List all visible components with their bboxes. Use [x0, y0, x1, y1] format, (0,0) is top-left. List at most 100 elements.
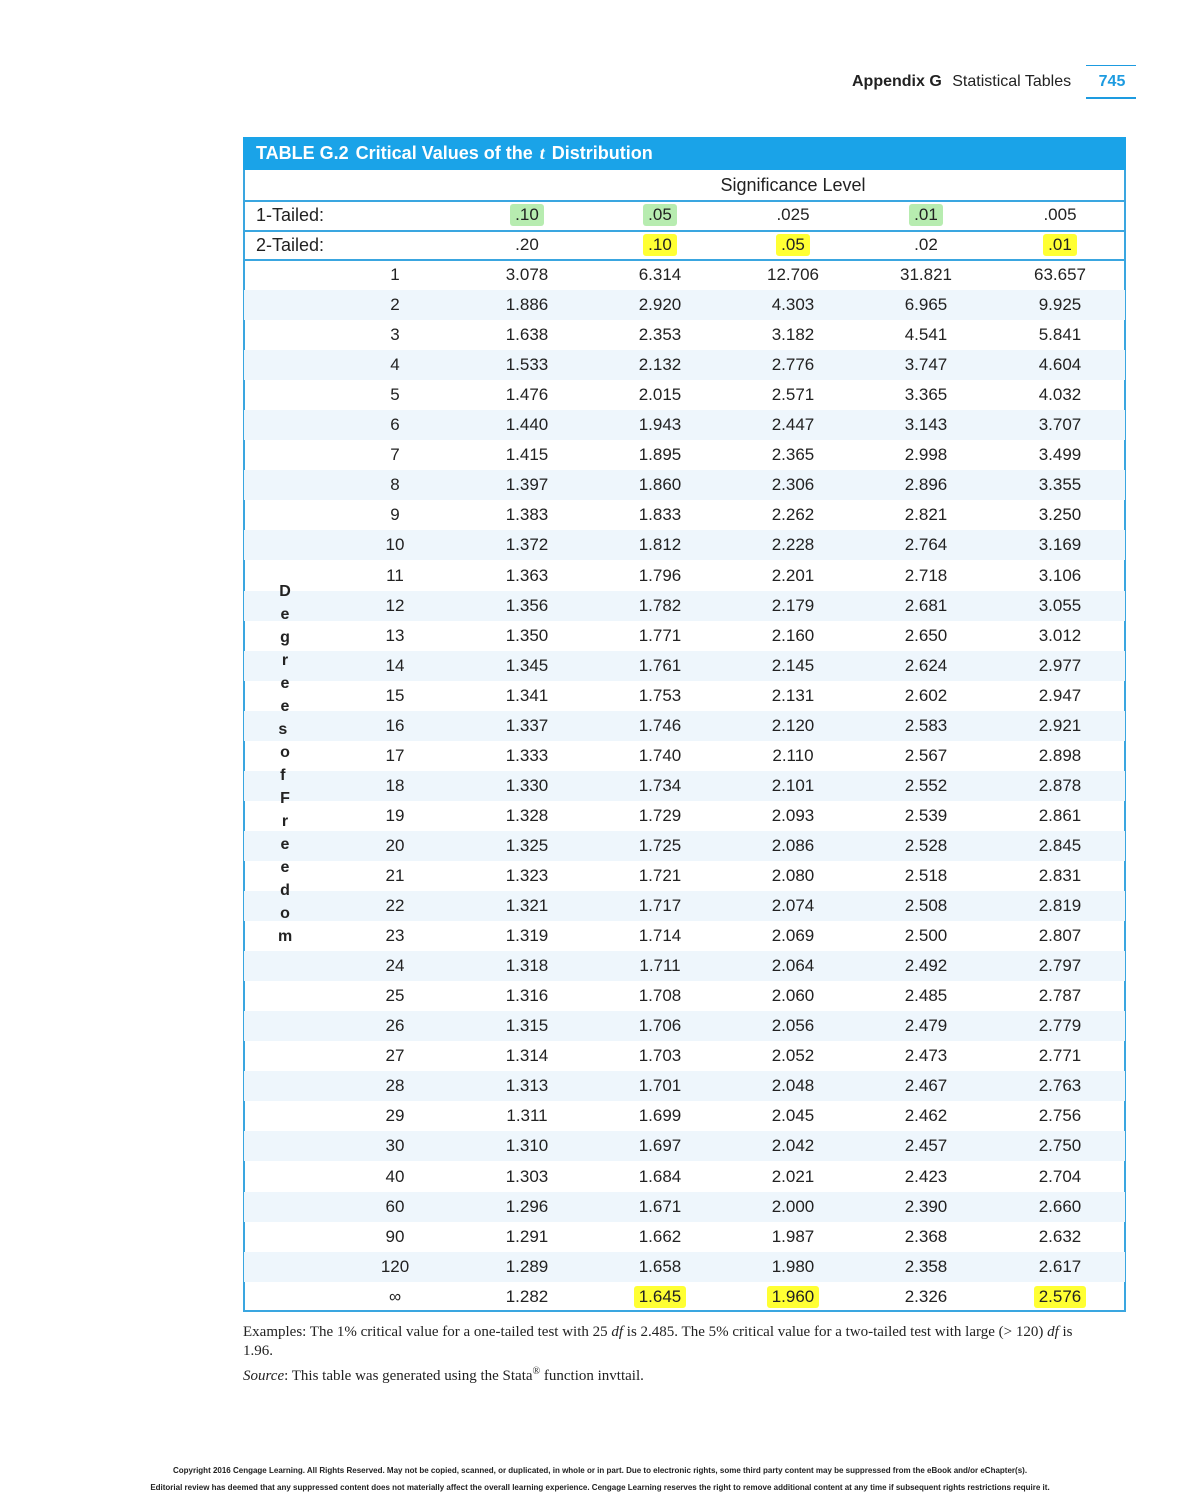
critical-value: 1.721: [638, 866, 682, 885]
value-cell: 2.617: [995, 1252, 1125, 1282]
df-value: ∞: [388, 1286, 402, 1306]
df-cell: 90: [330, 1222, 460, 1252]
critical-value: 2.086: [771, 835, 815, 855]
df-value: 1: [390, 265, 400, 284]
level-label: .02: [914, 235, 938, 254]
critical-value: 1.886: [505, 295, 549, 315]
row-shade: [244, 891, 1125, 922]
value-cell: 1.721: [595, 861, 725, 891]
value-cell: 2.819: [995, 891, 1125, 921]
value-cell: 2.069: [728, 921, 858, 951]
critical-value: 2.056: [771, 1016, 815, 1036]
critical-value: 3.078: [505, 265, 549, 284]
value-cell: 1.895: [595, 440, 725, 470]
value-cell: 2.042: [728, 1131, 858, 1161]
critical-value: 2.015: [638, 385, 682, 405]
value-cell: 4.604: [995, 350, 1125, 380]
df-cell: 18: [330, 771, 460, 801]
df-value: 10: [385, 535, 405, 555]
copyright-line: Editorial review has deemed that any sup…: [150, 1483, 1050, 1492]
tail-label: 1-Tailed:: [256, 205, 325, 225]
value-cell: 2.771: [995, 1041, 1125, 1071]
critical-value: 2.326: [904, 1286, 948, 1306]
note-part: Examples:: [243, 1324, 307, 1340]
value-cell: 2.787: [995, 981, 1125, 1011]
value-cell: 1.684: [595, 1162, 725, 1192]
value-cell: 1.753: [595, 681, 725, 711]
critical-value: 2.756: [1038, 1106, 1082, 1126]
df-value: 17: [385, 745, 405, 765]
rule: [243, 200, 1126, 202]
rule: [243, 230, 1126, 232]
row-shade: [244, 1011, 1125, 1042]
title-part: t: [539, 143, 545, 163]
critical-value: 6.314: [638, 265, 682, 284]
critical-value: 2.528: [904, 835, 948, 855]
level-cell: .01: [995, 230, 1125, 260]
df-cell: 25: [330, 981, 460, 1011]
critical-value: 1.725: [638, 835, 682, 855]
critical-value: 2.898: [1038, 745, 1082, 765]
critical-value: 3.012: [1038, 625, 1082, 645]
value-cell: 1.314: [462, 1041, 592, 1071]
critical-value: 1.717: [638, 896, 682, 916]
critical-value: 3.169: [1038, 535, 1082, 555]
critical-value: 2.650: [904, 625, 948, 645]
df-value: 15: [385, 685, 405, 705]
df-value: 19: [385, 805, 405, 825]
critical-value: 2.145: [771, 655, 815, 675]
critical-value: 1.706: [638, 1016, 682, 1036]
critical-value: 1.662: [638, 1226, 682, 1246]
critical-value: 2.819: [1038, 896, 1082, 916]
critical-value: 1.658: [638, 1256, 682, 1276]
value-cell: 2.110: [728, 741, 858, 771]
appendix-title: Statistical Tables: [952, 73, 1072, 90]
value-cell: 12.706: [728, 260, 858, 290]
critical-value: 2.228: [771, 535, 815, 555]
critical-value: 2.764: [904, 535, 948, 555]
df-value: 28: [385, 1076, 405, 1096]
critical-value: 1.697: [638, 1136, 682, 1156]
tail-label: 2-Tailed:: [256, 235, 325, 255]
critical-value: 1.296: [505, 1196, 549, 1216]
critical-value: 1.356: [505, 595, 549, 615]
value-cell: 2.473: [861, 1041, 991, 1071]
critical-value: 2.485: [904, 986, 948, 1006]
critical-value: 2.660: [1038, 1196, 1082, 1216]
critical-value: 1.316: [505, 986, 549, 1006]
value-cell: 2.467: [861, 1071, 991, 1101]
df-value: 7: [390, 445, 400, 465]
critical-value: 2.132: [638, 355, 682, 375]
critical-value: 2.457: [904, 1136, 948, 1156]
critical-value: 2.779: [1038, 1016, 1082, 1036]
value-cell: 1.706: [595, 1011, 725, 1041]
value-cell: 2.763: [995, 1071, 1125, 1101]
page-number: 745: [1098, 73, 1126, 90]
value-cell: 2.998: [861, 440, 991, 470]
value-cell: 2.861: [995, 801, 1125, 831]
value-cell: 31.821: [861, 260, 991, 290]
critical-value: 1.330: [505, 775, 549, 795]
value-cell: 1.782: [595, 591, 725, 621]
df-cell: 30: [330, 1131, 460, 1161]
critical-value: 2.368: [904, 1226, 948, 1246]
value-cell: 2.921: [995, 711, 1125, 741]
value-cell: 2.920: [595, 290, 725, 320]
critical-value: 2.681: [904, 595, 948, 615]
critical-value: 1.812: [638, 535, 682, 555]
df-cell: 22: [330, 891, 460, 921]
row-shade: [244, 1191, 1125, 1222]
value-cell: 1.746: [595, 711, 725, 741]
value-cell: 2.201: [728, 561, 858, 591]
critical-value: 1.303: [505, 1166, 549, 1186]
value-cell: 2.539: [861, 801, 991, 831]
level-label: .10: [510, 204, 544, 226]
df-value: 29: [385, 1106, 405, 1126]
note-part: df: [611, 1324, 624, 1340]
title-part: TABLE G.2: [256, 143, 349, 163]
critical-value: 2.602: [904, 685, 948, 705]
table-frame: [243, 170, 1126, 1312]
df-cell: 120: [330, 1252, 460, 1282]
value-cell: 1.333: [462, 741, 592, 771]
